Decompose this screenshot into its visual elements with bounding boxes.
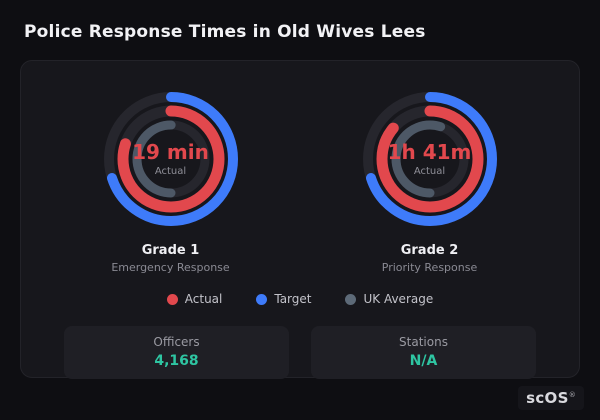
gauge-grade-2-name: Grade 2 (400, 243, 459, 258)
gauge-grade-2-caption: Actual (413, 166, 446, 177)
gauge-grade-1-rings: 19 min Actual (97, 85, 245, 233)
gauge-grade-1-value: 19 min (132, 140, 209, 164)
gauge-grade-1-chart-icon (103, 92, 238, 226)
stat-stations-label: Stations (399, 335, 448, 349)
gauge-grade-2-center: 1h 41m Actual (356, 85, 504, 233)
legend-label-actual: Actual (184, 292, 223, 306)
legend-item-actual: Actual (166, 292, 223, 306)
brand-registered-mark: ® (568, 391, 576, 399)
stat-officers-label: Officers (153, 335, 200, 349)
gauge-grade-2: 1h 41m Actual Grade 2 Priority Response (310, 85, 550, 274)
page-title: Police Response Times in Old Wives Lees (24, 22, 426, 42)
stat-officers-value: 4,168 (154, 353, 199, 369)
gauge-grade-2-value: 1h 41m (387, 140, 472, 164)
gauge-grade-1-description: Emergency Response (111, 261, 230, 274)
gauge-grade-1-center: 19 min Actual (97, 85, 245, 233)
legend-label-uk-average: UK Average (363, 292, 434, 306)
dashboard-card: 19 min Actual Grade 1 Emergency Response (20, 60, 580, 379)
gauges-row: 19 min Actual Grade 1 Emergency Response (41, 85, 559, 274)
gauge-grade-2-chart-icon (362, 92, 497, 226)
gauge-grade-2-description: Priority Response (381, 261, 478, 274)
legend: Actual Target UK Average (41, 292, 559, 306)
legend-item-target: Target (256, 292, 311, 306)
gauge-grade-1-caption: Actual (154, 166, 187, 177)
target-dot-icon (256, 293, 268, 305)
brand-text: scOS (526, 389, 569, 407)
stat-stations-value: N/A (409, 353, 438, 369)
gauge-grade-1: 19 min Actual Grade 1 Emergency Response (51, 85, 291, 274)
brand-logo: scOS® (518, 386, 584, 410)
uk-average-dot-icon (345, 293, 357, 305)
gauge-grade-1-name: Grade 1 (141, 243, 200, 258)
stats-row: Officers 4,168 Stations N/A (41, 326, 559, 379)
gauge-grade-2-rings: 1h 41m Actual (356, 85, 504, 233)
actual-dot-icon (166, 293, 178, 305)
stat-officers: Officers 4,168 (64, 326, 289, 379)
legend-item-uk-average: UK Average (345, 292, 433, 306)
stat-stations: Stations N/A (311, 326, 536, 379)
legend-label-target: Target (274, 292, 312, 306)
